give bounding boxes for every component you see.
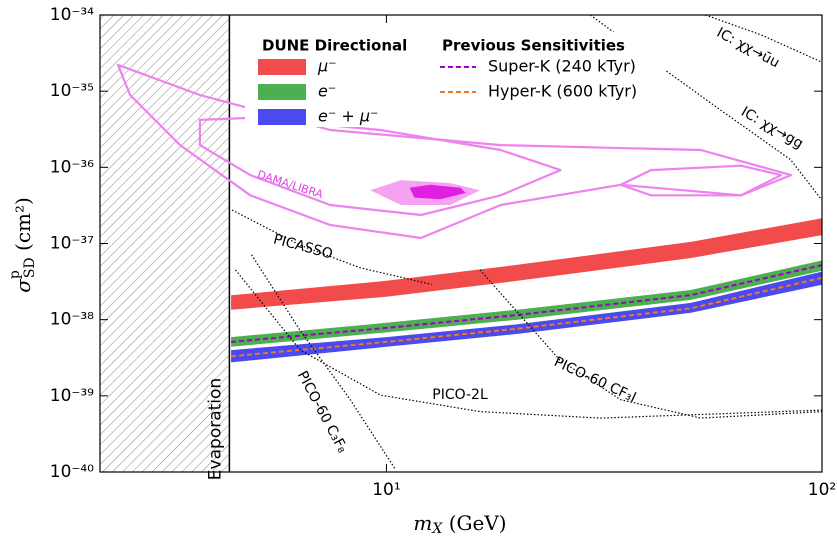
legend-text: e⁻ [318, 82, 336, 101]
legend-swatch [258, 59, 306, 75]
legend-text: μ⁻ [317, 57, 337, 76]
y-axis-label: σpSD (cm²) [7, 197, 38, 293]
x-symbol: m [413, 511, 432, 535]
x-tick-label: 10² [808, 480, 836, 500]
x-unit: (GeV) [442, 511, 506, 535]
dama-contour [619, 164, 783, 197]
legend-text: Super-K (240 kTyr) [488, 57, 636, 76]
curve-label: IC: χχ→ūu [714, 25, 782, 71]
dama-contour [198, 116, 562, 217]
dama-contour [409, 184, 466, 200]
legend-swatch [258, 84, 306, 100]
legend-title: Previous Sensitivities [442, 37, 625, 55]
curve-label: PICO-60 CF₃I [551, 354, 638, 406]
y-tick-label: 10⁻³⁷ [50, 234, 94, 254]
sensitivity-line [231, 264, 823, 343]
legend-text: e⁻ + μ⁻ [318, 107, 379, 126]
sensitivity-band [231, 218, 823, 310]
curve-label: PICO-60 C₃F₈ [294, 368, 351, 455]
legend-text: Hyper-K (600 kTyr) [488, 82, 637, 101]
y-sub: SD [22, 257, 38, 278]
limit-curve [234, 269, 823, 419]
legend-box [245, 32, 665, 127]
y-tick-label: 10⁻³⁵ [50, 81, 94, 101]
x-axis-label: mX (GeV) [413, 511, 506, 538]
curve-label: PICASSO [272, 231, 335, 262]
y-unit: (cm²) [11, 197, 35, 257]
y-tick-label: 10⁻³⁶ [50, 157, 94, 177]
y-tick-label: 10⁻³⁴ [50, 5, 94, 25]
x-tick-label: 10¹ [372, 480, 400, 500]
legend-title: DUNE Directional [262, 37, 407, 55]
sensitivity-line [231, 276, 823, 358]
limit-curve [479, 269, 823, 419]
limit-curve [250, 254, 397, 471]
sensitivity-band [231, 260, 823, 347]
limit-curve [231, 209, 432, 285]
x-sub: X [431, 521, 443, 537]
y-tick-label: 10⁻³⁸ [50, 310, 94, 330]
curve-label: IC: χχ→gg [738, 104, 806, 152]
dama-label: DAMA/LIBRA [256, 168, 325, 202]
legend-swatch [258, 109, 306, 125]
y-tick-label: 10⁻³⁹ [50, 386, 94, 406]
evaporation-label: Evaporation [205, 378, 225, 480]
y-tick-label: 10⁻⁴⁰ [50, 462, 94, 482]
evaporation-region [100, 15, 230, 472]
y-symbol: σ [11, 278, 35, 293]
curve-label: PICO-2L [432, 387, 488, 403]
y-sup: p [7, 270, 23, 279]
sensitivity-band [231, 271, 823, 363]
